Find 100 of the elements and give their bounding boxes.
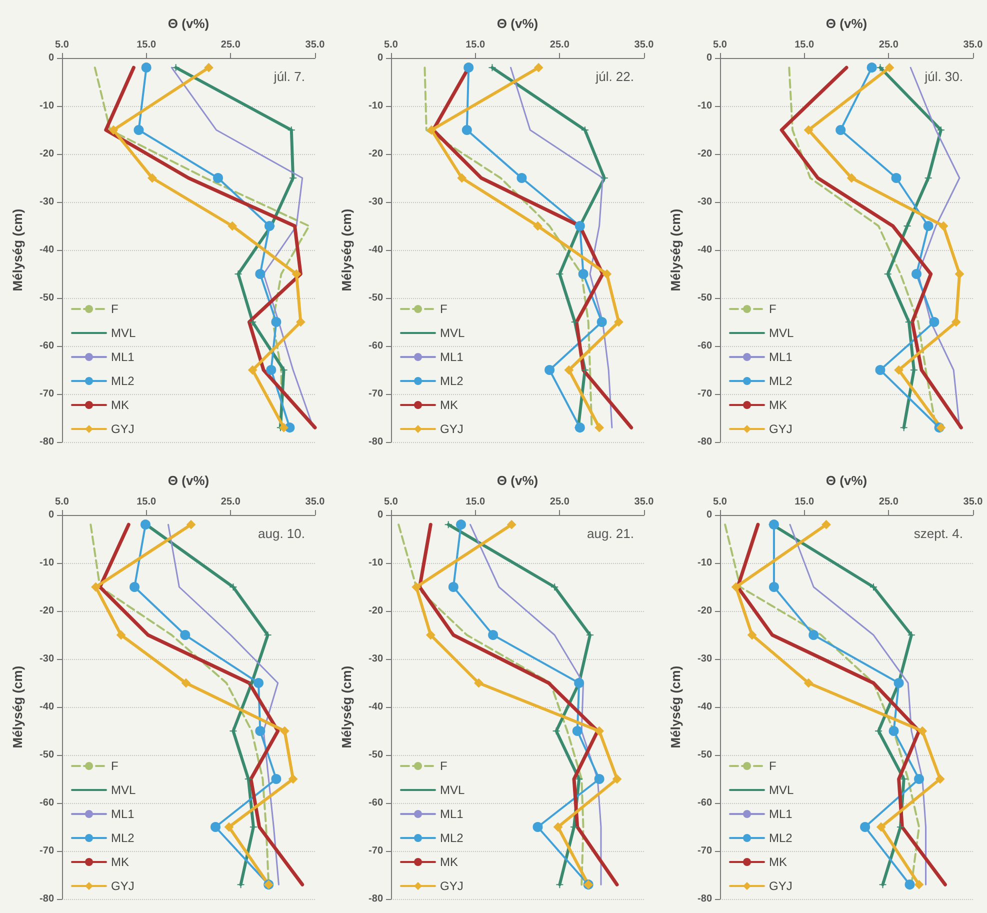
y-tick-label: -60 bbox=[368, 340, 384, 352]
annotation: júl. 30. bbox=[924, 69, 964, 84]
x-tick-label: 35.0 bbox=[634, 40, 654, 50]
legend-label: GYJ bbox=[769, 422, 792, 436]
x-tick-label: 35.0 bbox=[305, 40, 326, 50]
y-tick-label: -60 bbox=[698, 797, 712, 808]
y-tick-label: -70 bbox=[698, 388, 712, 400]
y-tick-label: -80 bbox=[698, 436, 712, 448]
y-tick-label: 0 bbox=[48, 52, 54, 64]
y-tick-label: -50 bbox=[40, 292, 54, 304]
y-tick-label: -40 bbox=[698, 701, 712, 712]
legend-label: ML1 bbox=[769, 806, 793, 820]
y-tick-label: -30 bbox=[368, 196, 384, 208]
y-tick-label: -10 bbox=[368, 557, 384, 568]
y-tick-label: -40 bbox=[368, 701, 384, 712]
legend-label: MVL bbox=[111, 326, 136, 340]
y-tick-label: -20 bbox=[698, 148, 712, 160]
y-tick-label: -50 bbox=[368, 749, 384, 760]
x-tick-label: 5.0 bbox=[384, 40, 398, 50]
y-axis-title: Mélység (cm) bbox=[10, 665, 25, 748]
legend-label: F bbox=[440, 758, 448, 772]
y-tick-label: -70 bbox=[368, 845, 384, 856]
y-tick-label: -30 bbox=[40, 653, 54, 664]
annotation: júl. 7. bbox=[272, 69, 306, 84]
y-tick-label: -70 bbox=[368, 388, 384, 400]
y-tick-label: -30 bbox=[698, 196, 712, 208]
y-axis-title: Mélység (cm) bbox=[668, 665, 683, 748]
y-tick-label: -80 bbox=[368, 893, 384, 904]
y-tick-label: -60 bbox=[698, 340, 712, 352]
legend-label: MK bbox=[440, 854, 458, 868]
x-tick-label: 25.0 bbox=[550, 40, 570, 50]
y-tick-label: -20 bbox=[368, 605, 384, 616]
x-tick-label: 35.0 bbox=[634, 496, 654, 507]
y-tick-label: -70 bbox=[40, 388, 54, 400]
y-tick-label: -50 bbox=[698, 292, 712, 304]
y-tick-label: -40 bbox=[40, 701, 54, 712]
annotation: szept. 4. bbox=[914, 526, 964, 540]
legend-label: ML1 bbox=[440, 806, 464, 820]
y-tick-label: -50 bbox=[698, 749, 712, 760]
x-axis-title: Θ (v%) bbox=[496, 16, 538, 31]
legend-label: ML2 bbox=[440, 830, 464, 844]
x-tick-label: 15.0 bbox=[136, 496, 156, 507]
legend-label: MK bbox=[111, 398, 129, 412]
annotation: júl. 22. bbox=[594, 69, 634, 84]
y-tick-label: -80 bbox=[40, 436, 54, 448]
y-tick-label: -80 bbox=[40, 893, 54, 904]
y-tick-label: -10 bbox=[698, 100, 712, 112]
y-tick-label: -60 bbox=[40, 340, 54, 352]
y-tick-label: 0 bbox=[706, 52, 712, 64]
y-tick-label: 0 bbox=[377, 52, 384, 64]
y-tick-label: 0 bbox=[377, 509, 384, 520]
x-axis-title: Θ (v%) bbox=[168, 16, 210, 31]
y-axis-title: Mélység (cm) bbox=[10, 208, 25, 292]
y-tick-label: -20 bbox=[40, 148, 54, 160]
x-tick-label: 15.0 bbox=[794, 40, 814, 50]
y-tick-label: -40 bbox=[698, 244, 712, 256]
legend-label: GYJ bbox=[111, 878, 134, 892]
legend-label: ML1 bbox=[111, 350, 135, 364]
y-tick-label: -10 bbox=[40, 557, 54, 568]
legend-label: ML1 bbox=[440, 350, 464, 364]
x-tick-label: 5.0 bbox=[384, 496, 398, 507]
y-tick-label: -30 bbox=[40, 196, 54, 208]
x-axis-title: Θ (v%) bbox=[168, 472, 210, 488]
y-tick-label: 0 bbox=[706, 509, 712, 520]
legend-label: ML1 bbox=[769, 350, 793, 364]
annotation: aug. 21. bbox=[587, 526, 634, 540]
y-tick-label: -60 bbox=[40, 797, 54, 808]
x-tick-label: 25.0 bbox=[220, 40, 241, 50]
x-tick-label: 15.0 bbox=[466, 40, 486, 50]
legend-label: F bbox=[440, 302, 448, 316]
legend-label: ML1 bbox=[111, 806, 135, 820]
y-tick-label: -30 bbox=[368, 653, 384, 664]
legend-label: ML2 bbox=[769, 374, 793, 388]
y-tick-label: 0 bbox=[48, 509, 54, 520]
y-tick-label: -70 bbox=[40, 845, 54, 856]
y-tick-label: -30 bbox=[698, 653, 712, 664]
x-axis-title: Θ (v%) bbox=[826, 472, 868, 488]
legend-label: ML2 bbox=[440, 374, 464, 388]
x-tick-label: 35.0 bbox=[963, 40, 984, 50]
y-tick-label: -10 bbox=[698, 557, 712, 568]
x-tick-label: 25.0 bbox=[878, 40, 899, 50]
y-tick-label: -80 bbox=[368, 436, 384, 448]
legend-label: GYJ bbox=[769, 878, 792, 892]
legend-label: MK bbox=[769, 854, 787, 868]
legend-label: MVL bbox=[440, 326, 465, 340]
legend-label: MVL bbox=[440, 782, 465, 796]
legend-label: MK bbox=[440, 398, 458, 412]
x-tick-label: 5.0 bbox=[713, 496, 728, 507]
y-axis-title: Mélység (cm) bbox=[668, 208, 683, 292]
legend-label: MK bbox=[111, 854, 129, 868]
legend-label: ML2 bbox=[111, 830, 135, 844]
y-tick-label: -50 bbox=[368, 292, 384, 304]
legend-label: GYJ bbox=[440, 878, 464, 892]
x-axis-title: Θ (v%) bbox=[496, 472, 538, 488]
legend-label: MK bbox=[769, 398, 787, 412]
legend-label: ML2 bbox=[111, 374, 135, 388]
legend-label: MVL bbox=[111, 782, 136, 796]
x-tick-label: 35.0 bbox=[963, 496, 984, 507]
x-tick-label: 35.0 bbox=[305, 496, 326, 507]
y-tick-label: -10 bbox=[40, 100, 54, 112]
